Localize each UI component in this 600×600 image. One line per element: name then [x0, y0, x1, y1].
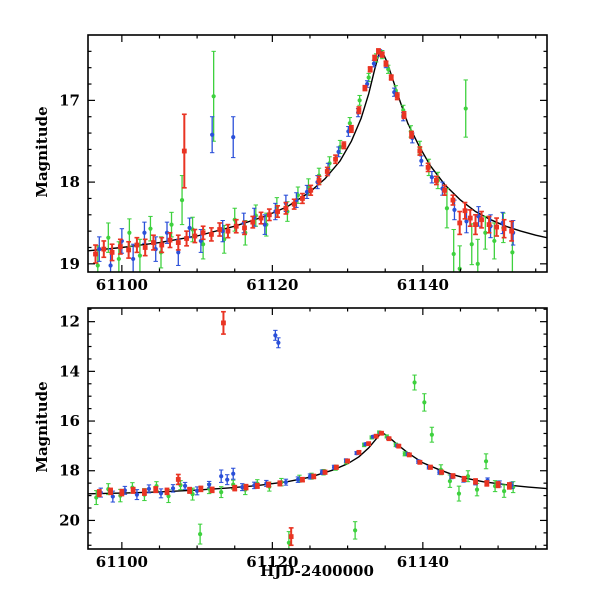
y-tick-label: 19: [59, 255, 80, 273]
y-tick-label: 12: [59, 313, 80, 331]
series-red: [96, 310, 512, 547]
y-axis-label-bottom: Magnitude: [33, 381, 51, 473]
series-red: [93, 48, 515, 264]
x-tick-label: 61120: [246, 276, 298, 294]
top-panel-ticks: [88, 35, 547, 272]
x-tick-label: 61100: [96, 276, 148, 294]
y-tick-label: 20: [59, 511, 80, 529]
y-tick-label: 17: [59, 91, 80, 109]
series-green: [95, 50, 515, 272]
bottom-panel-frame: [87, 307, 548, 550]
x-tick-label: 61140: [397, 276, 449, 294]
bottom-panel: 61100 61120 61140 12 14 16 18 20: [59, 307, 548, 571]
series-green: [94, 374, 516, 549]
bottom-panel-tick-labels: 61100 61120 61140 12 14 16 18 20: [59, 313, 449, 571]
top-panel-tick-labels: 61100 61120 61140 17 18 19: [59, 91, 449, 294]
y-tick-label: 16: [59, 412, 80, 430]
top-panel-data: [88, 48, 547, 272]
y-axis-label-top: Magnitude: [33, 106, 51, 198]
top-panel: 61100 61120 61140 17 18 19: [59, 34, 548, 294]
x-axis-label: HJD-2400000: [260, 562, 374, 580]
y-tick-label: 18: [59, 462, 80, 480]
bottom-panel-data: [88, 310, 547, 549]
x-tick-label: 61140: [397, 553, 449, 571]
y-tick-label: 14: [59, 362, 80, 380]
x-tick-label: 61100: [96, 553, 148, 571]
bottom-panel-ticks: [88, 308, 547, 549]
y-tick-label: 18: [59, 173, 80, 191]
top-panel-frame: [87, 34, 548, 273]
x-tick-label: 61120: [246, 553, 298, 571]
